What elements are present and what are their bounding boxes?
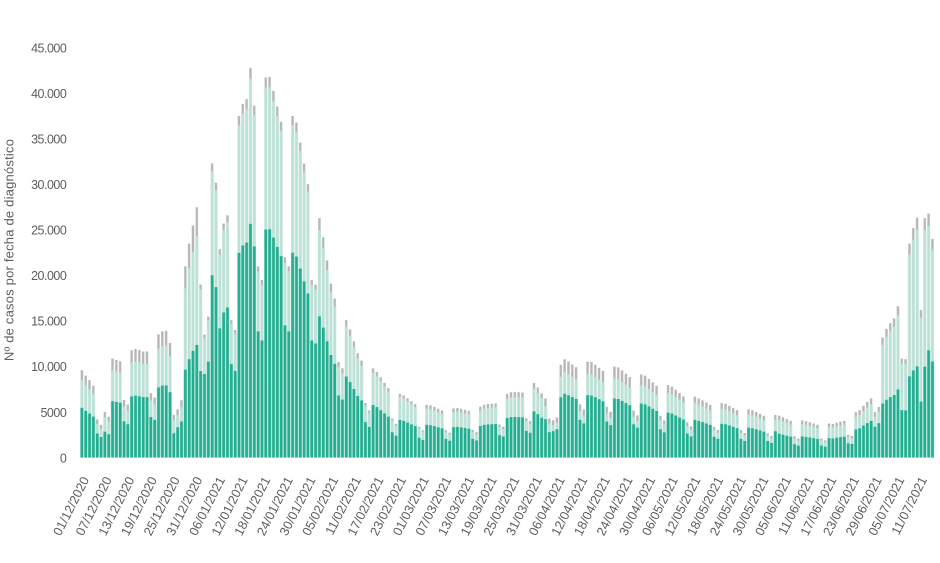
svg-text:20.000: 20.000: [31, 269, 67, 283]
svg-text:5000: 5000: [40, 406, 66, 420]
svg-text:Nº de casos por fecha de diagn: Nº de casos por fecha de diagnóstico: [2, 139, 17, 361]
svg-text:45.000: 45.000: [31, 42, 67, 56]
svg-text:35.000: 35.000: [31, 133, 67, 147]
svg-text:10.000: 10.000: [31, 360, 67, 374]
svg-text:0: 0: [60, 451, 67, 465]
svg-text:30.000: 30.000: [31, 178, 67, 192]
svg-text:25.000: 25.000: [31, 224, 67, 238]
svg-text:15.000: 15.000: [31, 315, 67, 329]
svg-text:40.000: 40.000: [31, 87, 67, 101]
